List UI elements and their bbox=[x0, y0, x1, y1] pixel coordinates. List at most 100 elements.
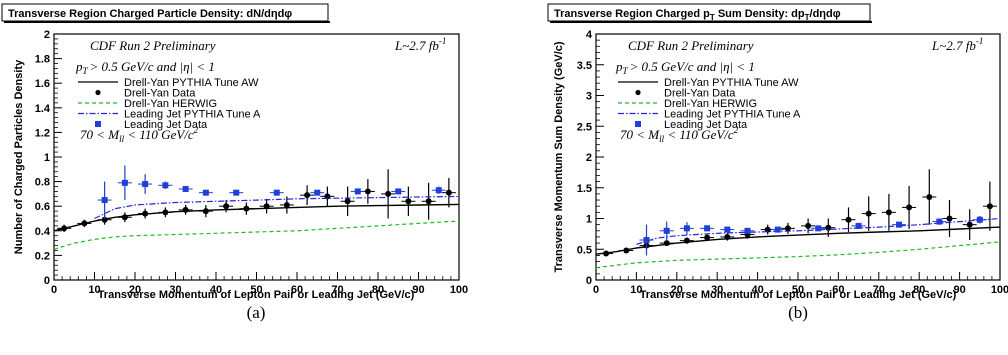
panel-b-experiment-label: CDF Run 2 Preliminary bbox=[628, 38, 754, 53]
panel-a-y-tick-label: 0 bbox=[44, 275, 50, 287]
panel-b-data-square bbox=[744, 227, 751, 234]
panel-a-title: Transverse Region Charged Particle Densi… bbox=[8, 8, 292, 20]
panel-b-data-square bbox=[774, 226, 781, 233]
panel-a-data-point bbox=[364, 188, 371, 195]
panel-b-legend-marker bbox=[635, 121, 641, 127]
panel-a-legend-label: Leading Jet Data bbox=[124, 119, 208, 131]
panel-b-y-tick-label: 1 bbox=[586, 214, 592, 226]
panel-b-data-point bbox=[663, 240, 670, 247]
chart-panel-b: Transverse Region Charged pT Sum Density… bbox=[547, 3, 1008, 322]
panel-a-y-tick-label: 1 bbox=[44, 152, 50, 164]
panel-a-x-tick-label: 60 bbox=[291, 284, 303, 296]
panel-b-data-point bbox=[724, 233, 731, 240]
panel-b-x-tick-label: 70 bbox=[873, 284, 885, 296]
panel-a-data-square bbox=[314, 189, 321, 196]
panel-a-data-square bbox=[101, 197, 108, 204]
panel-a-data-point bbox=[223, 203, 230, 210]
panel-b-y-tick-label: 3 bbox=[586, 91, 592, 103]
panel-a-data-square bbox=[202, 189, 209, 196]
panel-a-data-point bbox=[344, 198, 351, 205]
panel-b-legend-label: Drell-Yan PYTHIA Tune AW bbox=[664, 77, 799, 89]
panel-b-cuts-label: pT > 0.5 GeV/c and |η| < 1 bbox=[615, 59, 755, 76]
panel-b-data-point bbox=[966, 221, 973, 228]
panel-b-data-square bbox=[855, 222, 862, 229]
panel-a-mass-window: 70 < Mll < 110 GeV/c2 bbox=[80, 125, 199, 144]
panel-b-x-tick-label: 90 bbox=[953, 284, 965, 296]
panel-a-x-tick-label: 100 bbox=[450, 284, 468, 296]
panel-a-x-tick-label: 30 bbox=[169, 284, 181, 296]
panel-a-x-tick-label: 90 bbox=[412, 284, 424, 296]
panel-b-data-point bbox=[926, 193, 933, 200]
panel-a-series bbox=[53, 165, 460, 250]
panel-a-data-point bbox=[61, 225, 68, 232]
panel-a-y-tick-label: 0.4 bbox=[35, 226, 51, 238]
panel-a-data-point bbox=[425, 198, 432, 205]
panel-b-data-square bbox=[724, 226, 731, 233]
panel-b-x-tick-label: 50 bbox=[792, 284, 804, 296]
panel-b-data-square bbox=[643, 237, 650, 244]
panel-b-x-axis-label: Transverse Momentum of Lepton Pair or Le… bbox=[640, 289, 957, 301]
panel-b-curve-line bbox=[595, 226, 1001, 255]
panel-b-legend-marker bbox=[635, 89, 641, 96]
panel-a-data-square bbox=[273, 189, 280, 196]
panel-a-data-square bbox=[182, 185, 189, 192]
panel-a-x-tick-label: 10 bbox=[88, 284, 100, 296]
panel-a-y-tick-label: 1.4 bbox=[35, 103, 51, 115]
panel-b-plot-frame bbox=[595, 33, 1001, 281]
panel-b-legend-label: Leading Jet PYTHIA Tune A bbox=[664, 109, 801, 121]
panel-b-data-point bbox=[885, 209, 892, 216]
panel-b-data-point bbox=[845, 216, 852, 223]
panel-b-curve-dashdot bbox=[636, 217, 1001, 245]
panel-a-data-point bbox=[283, 201, 290, 208]
panel-a-data-square bbox=[142, 181, 149, 188]
panel-a-curve-line bbox=[53, 203, 460, 232]
panel-a-luminosity: L~2.7 fb-1 bbox=[394, 36, 446, 53]
panel-b-data-point bbox=[704, 234, 711, 241]
panel-b-x-tick-label: 60 bbox=[832, 284, 844, 296]
panel-b-legend-label: Drell-Yan HERWIG bbox=[664, 98, 757, 110]
panel-b-x-tick-label: 0 bbox=[593, 284, 599, 296]
panel-a-y-tick-label: 1.6 bbox=[35, 78, 50, 90]
panel-a-x-tick-label: 80 bbox=[372, 284, 384, 296]
panel-a-title-shadow bbox=[4, 21, 330, 23]
panel-a-data-point bbox=[101, 216, 108, 223]
panel-a-ticks: 0 10 20 30 40 50 60 70 80 90 100 0 0.2 0.4 0.6 0.8 1 1.2 1… bbox=[35, 29, 468, 296]
panel-b-caption: (b) bbox=[788, 303, 808, 322]
panel-b-y-tick-label: 2.5 bbox=[577, 121, 592, 133]
panel-b-x-tick-label: 30 bbox=[711, 284, 723, 296]
panel-a-data-square bbox=[395, 188, 402, 195]
panel-a-legend-label: Leading Jet PYTHIA Tune A bbox=[124, 109, 261, 121]
panel-b-data-point bbox=[623, 247, 630, 254]
panel-a-data-point bbox=[405, 198, 412, 205]
panel-b-legend-label: Leading Jet Data bbox=[664, 119, 748, 131]
panel-b-x-tick-label: 100 bbox=[991, 284, 1008, 296]
panel-b-y-tick-label: 2 bbox=[586, 152, 592, 164]
panel-b-data-point bbox=[764, 226, 771, 233]
panel-b-curve-dashed bbox=[595, 241, 1001, 269]
panel-b-data-square bbox=[663, 227, 670, 234]
panel-a-legend-marker bbox=[95, 121, 101, 127]
panel-b-x-tick-label: 10 bbox=[630, 284, 642, 296]
panel-b-data-square bbox=[683, 225, 690, 232]
panel-a-x-tick-label: 0 bbox=[51, 284, 57, 296]
panel-a-caption: (a) bbox=[247, 303, 266, 322]
panel-b-x-tick-label: 20 bbox=[671, 284, 683, 296]
panel-b-data-point bbox=[986, 203, 993, 210]
panel-b-y-tick-label: 0.5 bbox=[577, 244, 592, 256]
panel-a-data-point bbox=[162, 209, 169, 216]
panel-a-data-square bbox=[162, 182, 169, 189]
panel-a-x-tick-label: 20 bbox=[129, 284, 141, 296]
panel-a-data-point bbox=[385, 190, 392, 197]
panel-a-legend-marker bbox=[95, 89, 101, 96]
panel-a-data-point bbox=[202, 208, 209, 215]
panel-a-y-tick-label: 1.2 bbox=[35, 127, 50, 139]
panel-a-data-point bbox=[81, 220, 88, 227]
panel-b-data-point bbox=[906, 204, 913, 211]
panel-a-data-point bbox=[121, 214, 128, 221]
panel-b-y-axis-label: Transverse Momentum Sum Density (GeV/c) bbox=[553, 41, 565, 272]
panel-a-experiment-label: CDF Run 2 Preliminary bbox=[90, 38, 216, 53]
panel-a-y-tick-label: 2 bbox=[44, 29, 50, 41]
panel-a-curve-dashed bbox=[53, 220, 460, 250]
